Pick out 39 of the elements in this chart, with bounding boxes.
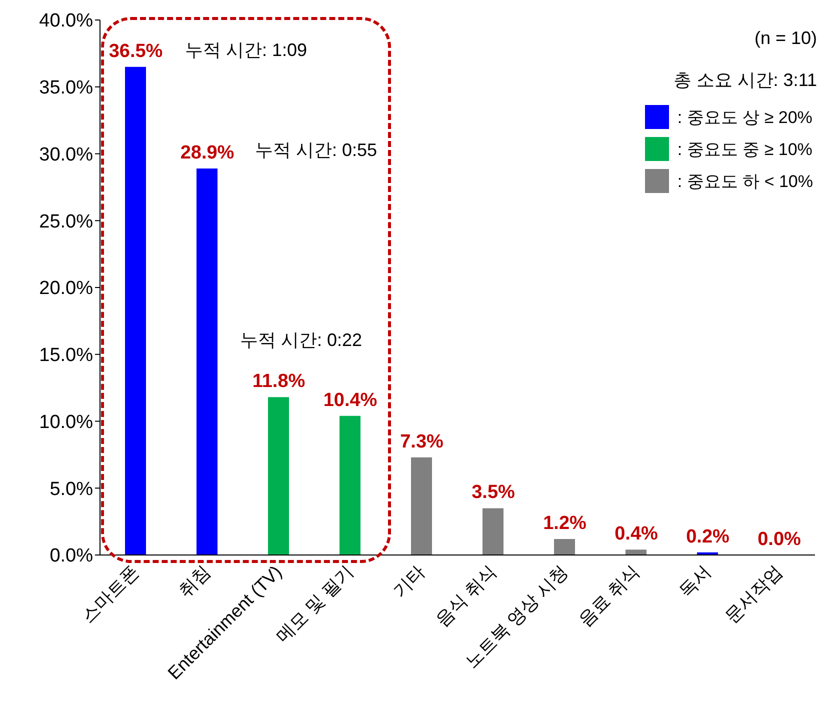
annotation: (n = 10) — [754, 28, 817, 49]
bar — [554, 538, 575, 555]
bar — [626, 550, 646, 555]
bar — [196, 168, 218, 555]
legend-label: : 중요도 중 ≥ 10% — [677, 138, 812, 160]
annotation: 누적 시간: 1:09 — [185, 39, 308, 62]
data-label: 0.2% — [686, 526, 730, 548]
x-tick-label: 독서 — [674, 562, 715, 602]
data-label: 36.5% — [108, 40, 163, 62]
data-label: 3.5% — [472, 482, 516, 504]
x-tick-label: 기타 — [388, 562, 429, 602]
bar — [340, 416, 360, 555]
bar — [482, 508, 504, 555]
annotation: 누적 시간: 0:55 — [255, 139, 378, 162]
y-tick-label: 25.0% — [39, 211, 94, 232]
data-label: 0.0% — [758, 529, 802, 550]
data-label: 11.8% — [252, 371, 306, 392]
data-label: 1.2% — [543, 512, 587, 534]
y-tick-label: 5.0% — [50, 478, 94, 500]
data-label: 0.4% — [614, 524, 658, 545]
x-tick-label: 음료 취식 — [574, 562, 644, 630]
bar — [125, 66, 146, 555]
x-tick-label: 취침 — [174, 562, 214, 602]
annotation: 누적 시간: 0:22 — [240, 329, 362, 352]
y-tick-label: 40.0% — [39, 10, 94, 32]
data-label: 7.3% — [400, 431, 444, 452]
annotation: 총 소요 시간: 3:11 — [673, 69, 817, 92]
legend-label: : 중요도 하 < 10% — [677, 170, 813, 192]
legend-label: : 중요도 상 ≥ 20% — [677, 106, 812, 128]
y-tick-label: 20.0% — [39, 278, 94, 300]
data-label: 28.9% — [180, 142, 234, 164]
y-tick-label: 15.0% — [39, 345, 94, 366]
bar — [411, 457, 432, 555]
y-tick-label: 10.0% — [39, 412, 94, 433]
data-label: 10.4% — [323, 390, 378, 411]
y-tick-label: 0.0% — [50, 546, 94, 567]
y-tick-label: 30.0% — [39, 144, 94, 166]
y-tick-label: 35.0% — [39, 78, 94, 99]
bar — [268, 397, 289, 555]
